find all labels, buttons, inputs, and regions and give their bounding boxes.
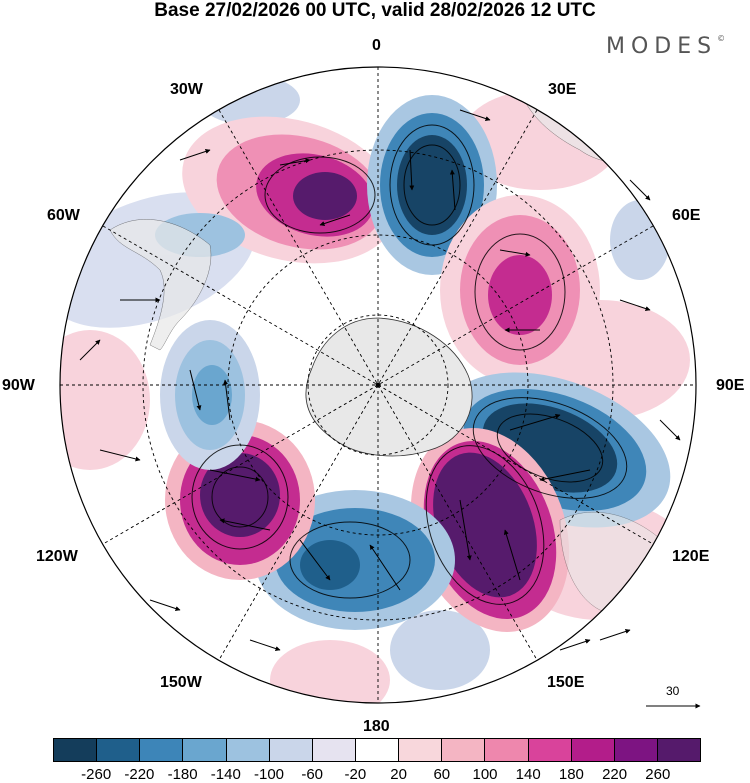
colorbar-tick-label: -100 [253, 766, 285, 783]
light-pink-area [60, 330, 150, 470]
lon-label-30e: 30E [548, 81, 577, 98]
colorbar-swatch [399, 739, 443, 761]
light-pink-area [270, 640, 390, 703]
vector-scale-label: 30 [666, 684, 680, 698]
colorbar-tick-label: -60 [301, 766, 324, 783]
colorbar-tick-label: -220 [124, 766, 155, 783]
lon-label-90e: 90E [716, 377, 745, 394]
lon-label-150w: 150W [160, 674, 202, 691]
brand-logo: MODES© [606, 34, 725, 59]
colorbar-swatch [571, 739, 615, 761]
colorbar-tick-label: 140 [515, 766, 541, 783]
lon-label-180: 180 [363, 718, 390, 735]
brand-mark: © [717, 34, 726, 43]
colorbar-swatch [657, 739, 701, 761]
map-boundary [59, 66, 697, 704]
lon-label-60w: 60W [47, 207, 80, 224]
colorbar-swatch [269, 739, 313, 761]
anomaly-field [60, 67, 696, 703]
colorbar-tick-label: -20 [344, 766, 367, 783]
brand-name: MODES [606, 34, 718, 59]
contour-lines [191, 124, 628, 605]
positive-anomaly-ne [440, 195, 600, 385]
lon-label-0: 0 [372, 37, 381, 54]
negative-anomaly-w [160, 320, 260, 470]
colorbar-tick-label: 180 [558, 766, 584, 783]
south-pole-marker [375, 382, 381, 388]
colorbar-swatch [312, 739, 356, 761]
colorbar-swatch [140, 739, 184, 761]
positive-anomaly-nw [182, 116, 398, 264]
lon-label-120w: 120W [36, 548, 78, 565]
colorbar-swatch [442, 739, 486, 761]
colorbar-tick-label: 60 [433, 766, 451, 783]
lon-label-120e: 120E [672, 548, 710, 565]
colorbar-swatch [183, 739, 227, 761]
negative-anomaly-n [367, 95, 497, 275]
pale-blue-area [390, 610, 490, 690]
colorbar-tick-label: 20 [390, 766, 407, 783]
colorbar-swatch [614, 739, 658, 761]
lon-label-60e: 60E [672, 207, 701, 224]
colorbar-swatch [226, 739, 270, 761]
antarctica-land [305, 317, 473, 457]
colorbar-tick-label: 100 [472, 766, 498, 783]
south-america-land [109, 219, 212, 351]
lon-label-150e: 150E [547, 674, 585, 691]
colorbar-tick-label: -180 [167, 766, 198, 783]
colorbar-tick-label: -260 [81, 766, 112, 783]
colorbar-swatch [355, 739, 400, 761]
colorbar-tick-label: -140 [210, 766, 241, 783]
colorbar-swatch [528, 739, 572, 761]
colorbar-tick-label: 260 [645, 766, 671, 783]
colorbar [53, 738, 701, 762]
map-title: Base 27/02/2026 00 UTC, valid 28/02/2026… [154, 0, 596, 21]
colorbar-swatch [97, 739, 141, 761]
colorbar-tick-label: 220 [602, 766, 628, 783]
colorbar-swatch [485, 739, 529, 761]
colorbar-swatch [54, 739, 98, 761]
lon-label-90w: 90W [2, 377, 35, 394]
wind-vectors [79, 109, 681, 651]
lon-label-30w: 30W [170, 81, 203, 98]
